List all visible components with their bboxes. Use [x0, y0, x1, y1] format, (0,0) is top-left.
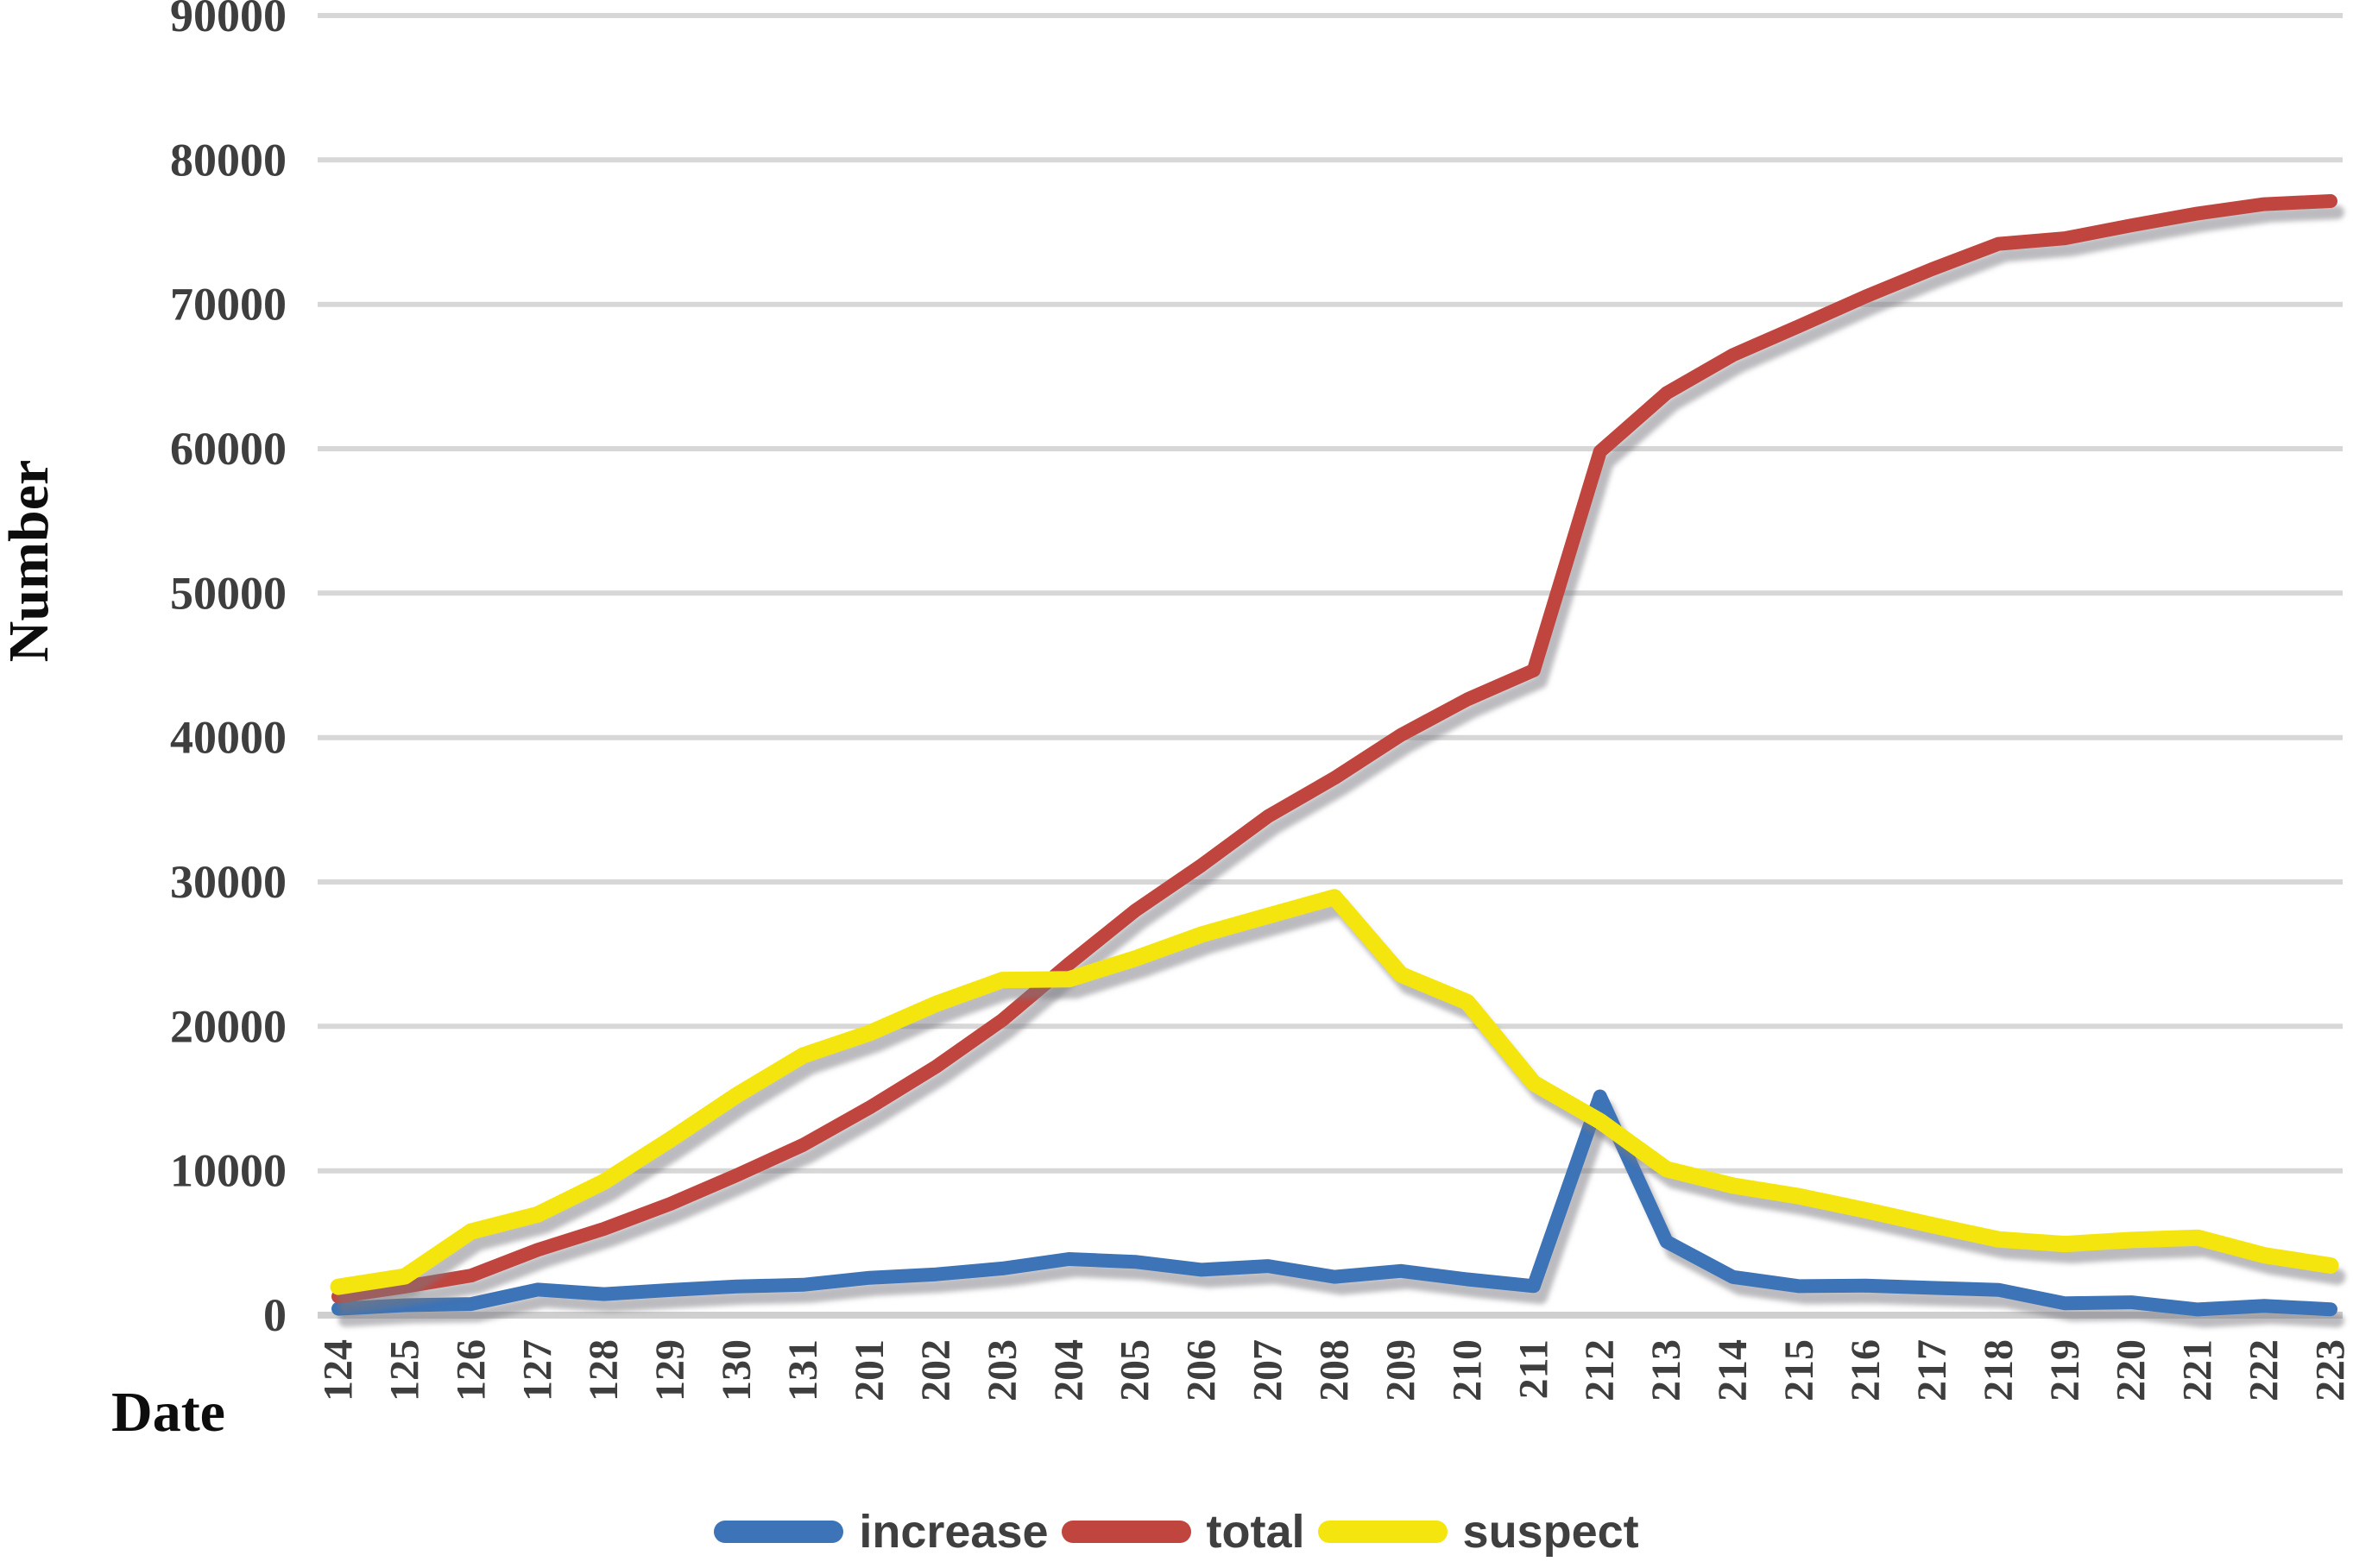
x-tick-label-205: 205 — [1113, 1339, 1158, 1401]
legend-label-increase: increase — [859, 1506, 1049, 1558]
y-axis-tick-labels: 0 10000 20000 30000 40000 50000 60000 70000 8000… — [170, 0, 287, 1341]
legend-item-suspect: suspect — [1317, 1505, 1639, 1559]
y-tick-label-10000: 10000 — [170, 1145, 287, 1197]
x-tick-label-218: 218 — [1976, 1339, 2022, 1401]
x-axis-tick-labels: 124 125 126 127 128 129 130 131 201 202 203 204 205 2… — [316, 1339, 2353, 1401]
x-axis-title: Date — [111, 1381, 225, 1444]
x-tick-label-209: 209 — [1378, 1339, 1423, 1401]
x-tick-label-215: 215 — [1776, 1339, 1822, 1401]
legend-label-total: total — [1206, 1506, 1305, 1558]
x-tick-label-129: 129 — [647, 1339, 693, 1401]
x-tick-label-207: 207 — [1246, 1339, 1291, 1401]
x-tick-label-214: 214 — [1710, 1339, 1756, 1401]
x-tick-label-206: 206 — [1179, 1339, 1225, 1401]
x-tick-label-203: 203 — [980, 1339, 1025, 1401]
y-tick-label-70000: 70000 — [170, 279, 287, 331]
x-tick-label-131: 131 — [780, 1339, 826, 1401]
x-tick-label-211: 211 — [1511, 1339, 1556, 1399]
x-tick-label-213: 213 — [1643, 1339, 1689, 1401]
x-tick-label-204: 204 — [1046, 1339, 1092, 1401]
x-tick-label-201: 201 — [847, 1339, 893, 1401]
x-tick-label-127: 127 — [514, 1339, 560, 1401]
y-tick-label-30000: 30000 — [170, 856, 287, 908]
x-tick-label-219: 219 — [2042, 1339, 2088, 1401]
x-tick-label-130: 130 — [714, 1339, 760, 1401]
x-tick-label-126: 126 — [448, 1339, 494, 1401]
x-tick-label-125: 125 — [382, 1339, 427, 1401]
x-tick-label-223: 223 — [2308, 1339, 2353, 1401]
series-line-total — [331, 194, 2337, 1304]
x-tick-label-216: 216 — [1843, 1339, 1889, 1401]
x-tick-label-210: 210 — [1444, 1339, 1490, 1401]
x-tick-label-202: 202 — [913, 1339, 959, 1401]
y-tick-label-0: 0 — [263, 1289, 287, 1341]
legend-item-total: total — [1061, 1505, 1305, 1559]
y-tick-label-40000: 40000 — [170, 712, 287, 764]
x-tick-label-212: 212 — [1577, 1339, 1623, 1401]
chart-legend: increase total suspect — [0, 1505, 2353, 1559]
legend-swatch-increase — [714, 1521, 844, 1543]
y-tick-label-60000: 60000 — [170, 423, 287, 475]
y-tick-label-90000: 90000 — [170, 0, 287, 41]
y-tick-label-20000: 20000 — [170, 1000, 287, 1052]
series-line-suspect — [330, 889, 2339, 1295]
legend-item-increase: increase — [714, 1505, 1049, 1559]
x-tick-label-217: 217 — [1909, 1339, 1955, 1401]
x-tick-label-128: 128 — [581, 1339, 627, 1401]
y-tick-label-50000: 50000 — [170, 567, 287, 619]
x-tick-label-124: 124 — [316, 1339, 362, 1401]
x-tick-label-222: 222 — [2242, 1339, 2287, 1401]
gridlines — [318, 13, 2343, 1319]
y-tick-label-80000: 80000 — [170, 134, 287, 186]
legend-swatch-suspect — [1317, 1521, 1448, 1543]
x-tick-label-221: 221 — [2175, 1339, 2221, 1401]
x-tick-label-208: 208 — [1312, 1339, 1358, 1401]
x-tick-label-220: 220 — [2109, 1339, 2154, 1401]
legend-label-suspect: suspect — [1462, 1506, 1639, 1558]
series-line-increase — [331, 1089, 2337, 1317]
legend-swatch-total — [1061, 1521, 1191, 1543]
